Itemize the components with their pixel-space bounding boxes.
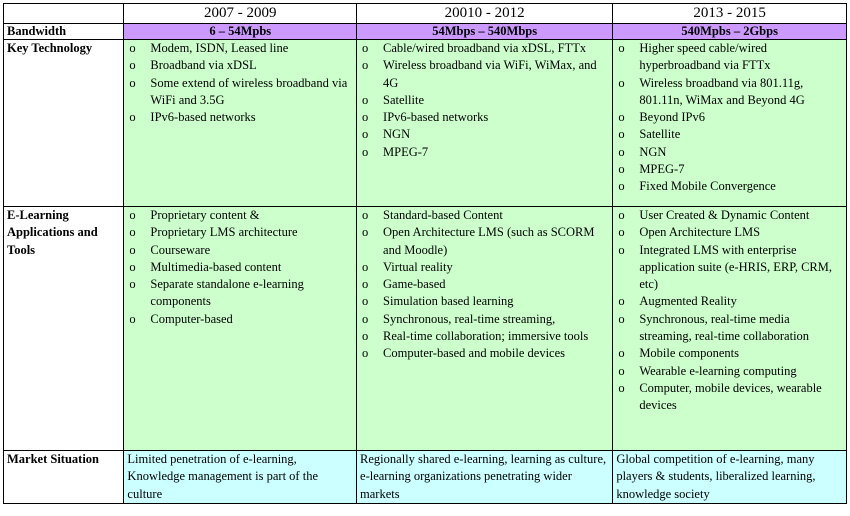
period-header: 20010 - 2012 xyxy=(356,3,614,24)
list-item: Wireless broadband via 801.11g, 801.11n,… xyxy=(616,75,843,110)
list-item: Cable/wired broadband via xDSL, FTTx xyxy=(360,41,609,58)
list-item: Computer, mobile devices, wearable devic… xyxy=(616,380,843,415)
row-label-elearning: E-Learning Applications and Tools xyxy=(2,206,125,451)
row-label-market: Market Situation xyxy=(2,450,125,504)
list-item: Virtual reality xyxy=(360,259,609,277)
key-technology-list: Modem, ISDN, Leased lineBroadband via xD… xyxy=(127,41,353,127)
list-item: Fixed Mobile Convergence xyxy=(616,178,843,196)
list-item: Multimedia-based content xyxy=(127,259,353,277)
list-item: MPEG-7 xyxy=(360,144,609,162)
list-item: Mobile components xyxy=(616,345,843,363)
list-item: Wearable e-learning computing xyxy=(616,363,843,381)
bandwidth-value: 6 – 54Mpbs xyxy=(123,23,358,40)
list-item: Satellite xyxy=(616,126,843,144)
list-item: Some extend of wireless broadband via Wi… xyxy=(127,75,353,110)
list-item: Computer-based xyxy=(127,311,353,329)
list-item: IPv6-based networks xyxy=(360,109,609,127)
list-item: Broadband via xDSL xyxy=(127,57,353,75)
key-technology-list: Higher speed cable/wired hyperbroadband … xyxy=(616,41,843,196)
list-item: Game-based xyxy=(360,276,609,294)
list-item: Beyond IPv6 xyxy=(616,109,843,127)
comparison-table: 2007 - 2009 20010 - 2012 2013 - 2015 Ban… xyxy=(2,3,847,504)
elearning-list: Standard-based ContentOpen Architecture … xyxy=(360,208,609,363)
period-header: 2013 - 2015 xyxy=(612,3,847,24)
list-item: Simulation based learning xyxy=(360,293,609,311)
market-text: Limited penetration of e-learning, Knowl… xyxy=(123,450,358,504)
list-item: Satellite xyxy=(360,92,609,110)
list-item: Synchronous, real-time streaming, xyxy=(360,311,609,329)
bandwidth-row: Bandwidth 6 – 54Mpbs 54Mbps – 540Mbps 54… xyxy=(2,23,847,40)
list-item: Higher speed cable/wired hyperbroadband … xyxy=(616,41,843,75)
list-item: Proprietary LMS architecture xyxy=(127,224,353,242)
list-item: Separate standalone e-learning component… xyxy=(127,276,353,311)
list-item: Integrated LMS with enterprise applicati… xyxy=(616,242,843,294)
list-item: Real-time collaboration; immersive tools xyxy=(360,328,609,346)
header-row: 2007 - 2009 20010 - 2012 2013 - 2015 xyxy=(2,3,847,24)
bandwidth-value: 540Mpbs – 2Gbps xyxy=(612,23,847,40)
list-item: Courseware xyxy=(127,242,353,260)
list-item: Open Architecture LMS (such as SCORM and… xyxy=(360,224,609,259)
list-item: Augmented Reality xyxy=(616,293,843,311)
list-item: MPEG-7 xyxy=(616,161,843,179)
market-text: Global competition of e-learning, many p… xyxy=(612,450,847,504)
list-item: Wireless broadband via WiFi, WiMax, and … xyxy=(360,57,609,92)
list-item: Standard-based Content xyxy=(360,208,609,225)
row-label-bandwidth: Bandwidth xyxy=(2,23,125,40)
row-label-key-technology: Key Technology xyxy=(2,39,125,207)
list-item: Computer-based and mobile devices xyxy=(360,345,609,363)
list-item: IPv6-based networks xyxy=(127,109,353,127)
list-item: Synchronous, real-time media streaming, … xyxy=(616,311,843,346)
market-text: Regionally shared e-learning, learning a… xyxy=(356,450,614,504)
key-technology-row: Key Technology Modem, ISDN, Leased lineB… xyxy=(2,39,847,207)
list-item: NGN xyxy=(616,144,843,162)
list-item: NGN xyxy=(360,126,609,144)
corner-cell xyxy=(2,3,125,24)
bandwidth-value: 54Mbps – 540Mbps xyxy=(356,23,614,40)
elearning-list: User Created & Dynamic ContentOpen Archi… xyxy=(616,208,843,415)
list-item: Modem, ISDN, Leased line xyxy=(127,41,353,58)
period-header: 2007 - 2009 xyxy=(123,3,358,24)
market-row: Market Situation Limited penetration of … xyxy=(2,450,847,504)
list-item: Open Architecture LMS xyxy=(616,224,843,242)
list-item: Proprietary content & xyxy=(127,208,353,225)
list-item: User Created & Dynamic Content xyxy=(616,208,843,225)
elearning-list: Proprietary content &Proprietary LMS arc… xyxy=(127,208,353,329)
key-technology-list: Cable/wired broadband via xDSL, FTTxWire… xyxy=(360,41,609,162)
elearning-row: E-Learning Applications and Tools Propri… xyxy=(2,206,847,451)
